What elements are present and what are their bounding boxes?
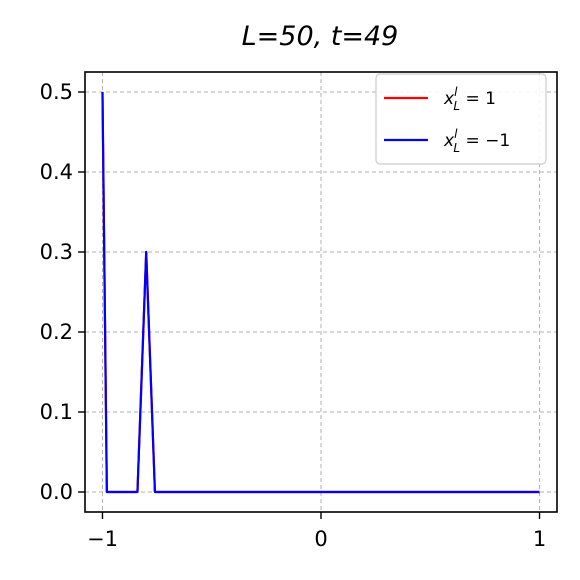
y-tick-label: 0.1	[40, 400, 73, 424]
y-tick-label: 0.4	[40, 160, 73, 184]
series-line-2	[101, 91, 540, 494]
y-tick-label: 0.2	[40, 320, 73, 344]
legend: xl L = 1 xl L = −1	[375, 73, 547, 165]
x-tick-label: 1	[533, 527, 546, 551]
y-tick-label: 0.3	[40, 240, 73, 264]
legend-box	[375, 73, 547, 165]
legend-label: xl L = 1	[443, 85, 496, 113]
chart-title: L=50, t=49	[242, 21, 399, 52]
y-tick-label: 0.0	[40, 480, 73, 504]
x-tick-label: −1	[87, 527, 118, 551]
y-tick-label: 0.5	[40, 80, 73, 104]
series-lines	[101, 91, 540, 494]
legend-label: xl L = −1	[443, 127, 510, 155]
x-tick-label: 0	[314, 527, 327, 551]
axes: −1 0 1 0.0 0.1 0.2 0.3 0.4 0.5	[40, 80, 547, 551]
